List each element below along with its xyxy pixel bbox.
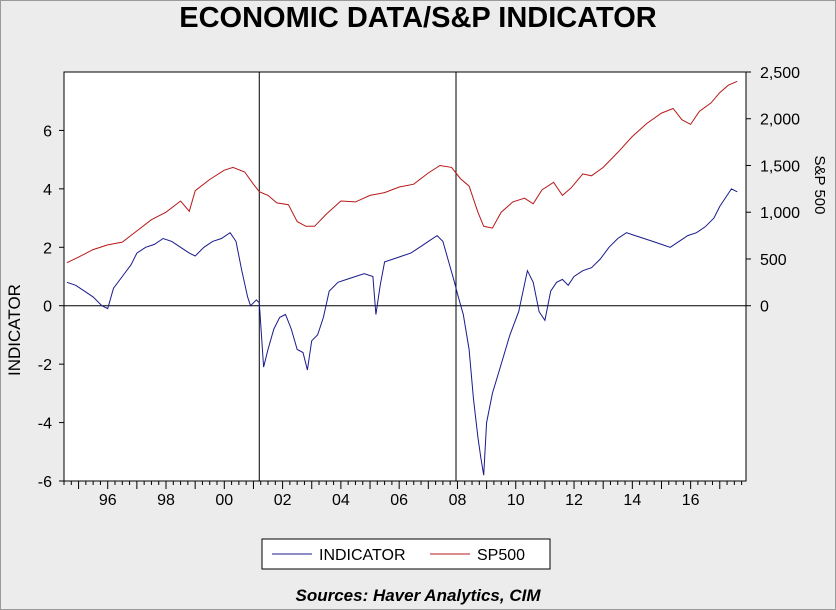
legend: INDICATOR SP500 [261, 538, 551, 570]
left-tick-label: 2 [43, 240, 52, 257]
x-tick-label: 00 [215, 492, 233, 509]
left-tick-label: -6 [38, 474, 52, 491]
x-tick-label: 08 [449, 492, 467, 509]
x-tick-label: 96 [99, 492, 117, 509]
series-line-indicator [66, 188, 738, 476]
x-tick-label: 12 [565, 492, 583, 509]
left-tick-label: -4 [38, 416, 52, 433]
left-tick-label: 6 [43, 123, 52, 140]
x-tick-label: 98 [157, 492, 175, 509]
left-tick-label: 4 [43, 182, 52, 199]
right-axis-label: S&P 500 [811, 156, 828, 215]
plot-area [63, 71, 747, 482]
right-tick-label: 2,500 [760, 65, 800, 82]
legend-label-sp500: SP500 [477, 547, 525, 564]
left-axis-label: INDICATOR [5, 284, 24, 376]
x-tick-label: 10 [507, 492, 525, 509]
x-tick-label: 16 [682, 492, 700, 509]
left-tick-label: 0 [43, 299, 52, 316]
series-line-sp500 [66, 80, 738, 264]
right-tick-label: 1,500 [760, 158, 800, 175]
x-tick-label: 02 [274, 492, 292, 509]
right-tick-label: 1,000 [760, 205, 800, 222]
chart-title: ECONOMIC DATA/S&P INDICATOR [179, 2, 657, 34]
legend-label-indicator: INDICATOR [319, 547, 406, 564]
right-tick-label: 500 [760, 252, 787, 269]
left-tick-label: -2 [38, 357, 52, 374]
source-note: Sources: Haver Analytics, CIM [295, 586, 541, 605]
x-tick-label: 06 [390, 492, 408, 509]
x-tick-label: 14 [623, 492, 641, 509]
x-tick-label: 04 [332, 492, 350, 509]
right-tick-label: 2,000 [760, 112, 800, 129]
right-tick-label: 0 [760, 299, 769, 316]
